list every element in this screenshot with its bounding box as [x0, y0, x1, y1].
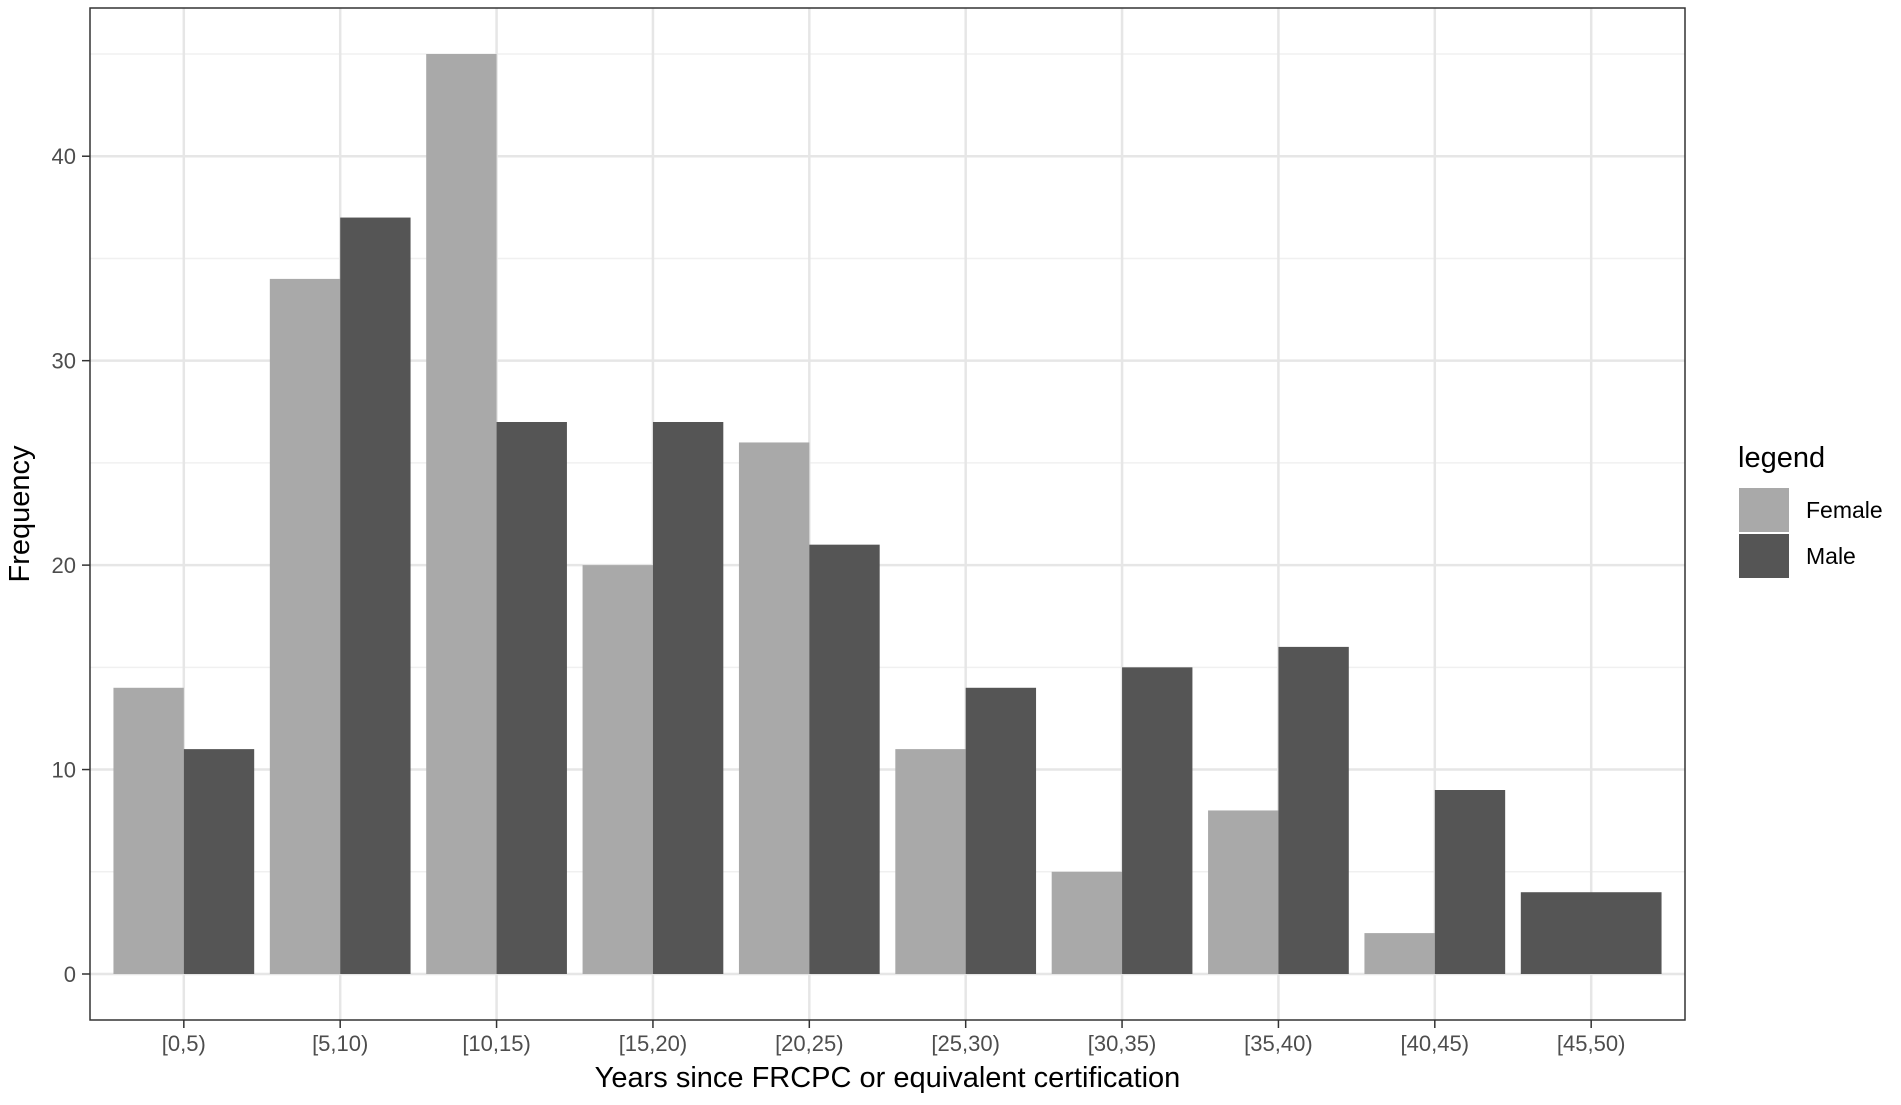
- x-tick-label: [45,50): [1557, 1031, 1626, 1056]
- y-tick-label: 20: [52, 553, 76, 578]
- bar-male-7: [1278, 646, 1349, 974]
- bar-male-6: [1122, 667, 1193, 974]
- x-tick-label: [25,30): [931, 1031, 1000, 1056]
- x-tick-label: [5,10): [312, 1031, 368, 1056]
- bar-female-0: [113, 687, 184, 974]
- y-axis-ticks: 0 10 20 30 40: [52, 144, 90, 987]
- x-tick-label: [30,35): [1088, 1031, 1157, 1056]
- bar-female-5: [895, 749, 966, 974]
- legend-key-female: [1739, 488, 1789, 532]
- x-axis-title: Years since FRCPC or equivalent certific…: [595, 1062, 1181, 1094]
- x-tick-label: [35,40): [1244, 1031, 1313, 1056]
- y-tick-label: 0: [64, 962, 76, 987]
- y-tick-label: 10: [52, 758, 76, 783]
- bar-female-4: [738, 442, 810, 974]
- bar-male-8: [1434, 790, 1506, 974]
- x-axis-ticks: [0,5) [5,10) [10,15) [15,20) [20,25) [25,30) […: [162, 1020, 1626, 1056]
- x-tick-label: [10,15): [462, 1031, 531, 1056]
- bar-female-7: [1208, 810, 1279, 974]
- x-tick-label: [15,20): [619, 1031, 688, 1056]
- bar-female-6: [1051, 871, 1123, 974]
- bar-male-0: [183, 749, 255, 974]
- y-tick-label: 30: [52, 349, 76, 374]
- bar-female-2: [426, 54, 497, 974]
- bar-male-2: [496, 422, 567, 974]
- bar-male-5: [965, 687, 1037, 974]
- bar-female-8: [1364, 933, 1435, 974]
- y-axis-title: Frequency: [4, 445, 36, 583]
- bars: [113, 54, 1662, 975]
- bar-female-1: [269, 278, 341, 974]
- bar-male-4: [809, 544, 880, 974]
- bar-male-1: [340, 217, 411, 975]
- bar-male-9: [1520, 892, 1662, 974]
- x-tick-label: [0,5): [162, 1031, 206, 1056]
- legend-title: legend: [1738, 442, 1825, 474]
- bar-female-3: [582, 565, 653, 974]
- y-tick-label: 40: [52, 144, 76, 169]
- legend-label-female: Female: [1806, 497, 1883, 523]
- x-tick-label: [20,25): [775, 1031, 844, 1056]
- bar-male-3: [652, 422, 724, 974]
- x-tick-label: [40,45): [1401, 1031, 1470, 1056]
- legend-label-male: Male: [1806, 543, 1856, 569]
- legend-key-male: [1739, 534, 1789, 578]
- plot-panel-border: [89, 7, 1686, 1021]
- legend: legend Female Male: [1738, 442, 1883, 578]
